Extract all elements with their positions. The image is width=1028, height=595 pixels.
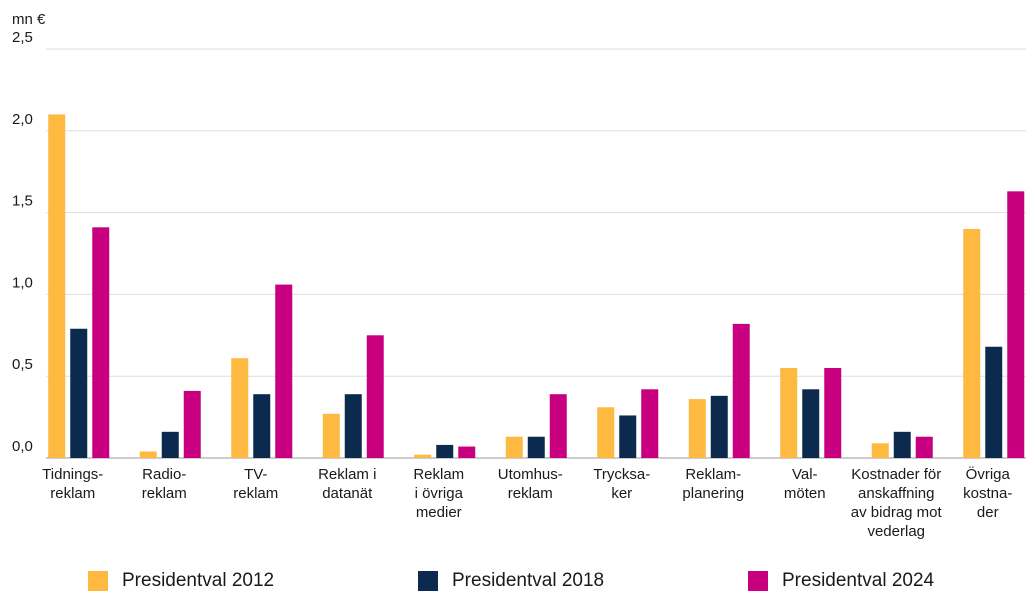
bar	[436, 444, 454, 458]
bar	[641, 389, 659, 458]
bar	[619, 415, 637, 458]
y-tick-label: 2,0	[12, 111, 33, 128]
y-tick-label: 0,5	[12, 356, 33, 373]
legend-swatch	[418, 571, 438, 591]
legend-label: Presidentval 2024	[782, 570, 935, 591]
y-tick-label: 1,0	[12, 274, 33, 291]
bar	[505, 436, 523, 458]
x-tick-label: Kostnader för anskaffning av bidrag mot …	[850, 466, 942, 540]
x-tick-label: Utomhus- reklam	[497, 466, 563, 502]
bar	[253, 394, 271, 458]
bar	[366, 335, 384, 458]
legend-label: Presidentval 2012	[122, 570, 275, 591]
x-tick-label: Reklam i datanät	[318, 466, 377, 502]
bar	[322, 413, 340, 458]
bar	[231, 358, 249, 458]
legend-label: Presidentval 2018	[452, 570, 605, 591]
bar	[344, 394, 362, 458]
y-tick-label: 2,5	[12, 29, 33, 46]
bar	[871, 443, 889, 458]
x-tick-label: Reklam i övriga medier	[413, 466, 465, 521]
legend-item: Presidentval 2024	[748, 570, 934, 592]
x-tick-label: Trycksa- ker	[593, 466, 651, 502]
bar	[92, 227, 110, 458]
x-tick-label: TV- reklam	[233, 466, 279, 502]
bar	[275, 284, 293, 458]
bar	[985, 346, 1003, 458]
bar	[893, 431, 911, 458]
bar	[70, 328, 88, 458]
y-axis-label: mn €	[12, 11, 46, 28]
y-tick-label: 0,0	[12, 438, 33, 455]
bar	[48, 114, 66, 458]
bar	[458, 446, 476, 458]
x-tick-label: Reklam- planering	[682, 466, 745, 502]
bar	[780, 368, 798, 458]
bar	[824, 368, 842, 458]
legend-swatch	[748, 571, 768, 591]
x-tick-label: Radio- reklam	[141, 466, 187, 502]
y-tick-label: 1,5	[12, 193, 33, 210]
bar	[732, 323, 750, 458]
bar	[527, 436, 545, 458]
bar	[915, 436, 933, 458]
x-tick-label: Val- möten	[783, 466, 826, 502]
bar	[597, 407, 615, 458]
x-tick-label: Tidnings- reklam	[42, 466, 104, 502]
bar	[139, 451, 157, 458]
bar	[414, 454, 432, 458]
bar	[802, 389, 820, 458]
bar	[161, 431, 179, 458]
bar	[688, 399, 706, 458]
bar	[963, 228, 981, 458]
x-tick-label: Övriga kostna- der	[963, 466, 1013, 521]
legend-item: Presidentval 2018	[418, 570, 604, 592]
bar	[1007, 191, 1025, 458]
legend-item: Presidentval 2012	[88, 570, 274, 592]
bar	[710, 395, 728, 458]
bar	[183, 390, 201, 458]
legend-swatch	[88, 571, 108, 591]
bar	[549, 394, 567, 458]
